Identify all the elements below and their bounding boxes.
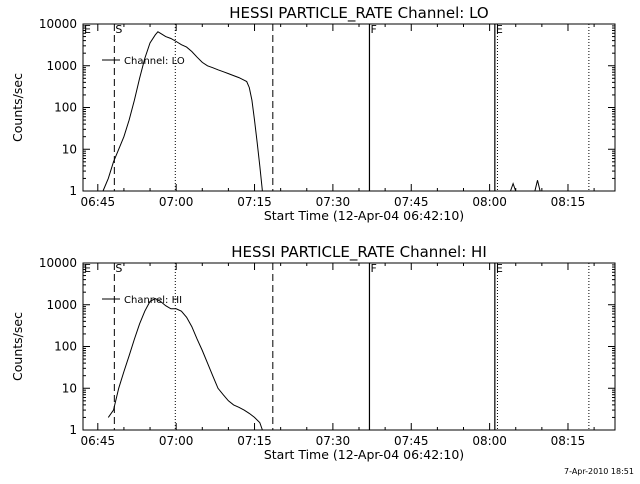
panel2-xtick-label-6: 08:15 <box>551 434 586 448</box>
panel2-ytick-label-3: 1000 <box>46 298 77 312</box>
panel2-flag-2: F <box>370 262 376 275</box>
panel1-xlabel: Start Time (12-Apr-04 06:42:10) <box>264 208 464 223</box>
panel2-ytick-label-2: 100 <box>54 340 77 354</box>
panel1-xtick-label-4: 07:45 <box>394 195 429 209</box>
panel2-xtick-label-3: 07:30 <box>316 434 351 448</box>
panel2-xtick-label-1: 07:00 <box>159 434 194 448</box>
panel2-xlabel: Start Time (12-Apr-04 06:42:10) <box>264 447 464 462</box>
panel2-xtick-label-0: 06:45 <box>81 434 116 448</box>
panel1-legend-label: Channel: LO <box>124 56 185 67</box>
panel1-ytick-label-4: 10000 <box>39 17 77 31</box>
panel1-ytick-label-0: 1 <box>69 184 77 198</box>
panel1-flag-1: S <box>115 23 122 36</box>
panel1-title: HESSI PARTICLE_RATE Channel: LO <box>229 4 488 23</box>
panel1-xtick-label-3: 07:30 <box>316 195 351 209</box>
footer-stamp: 7-Apr-2010 18:51 <box>564 467 634 476</box>
panel1-xtick-label-5: 08:00 <box>472 195 507 209</box>
panel1-ytick-label-3: 1000 <box>46 59 77 73</box>
panel1-series-0-line <box>102 31 263 192</box>
panel2-title: HESSI PARTICLE_RATE Channel: HI <box>231 243 487 262</box>
panel2-flag-0: E <box>84 262 91 275</box>
panel2-legend-label: Channel: HI <box>124 295 182 306</box>
panel1-axes-box <box>82 23 616 192</box>
panel2-xtick-label-4: 07:45 <box>394 434 429 448</box>
panel1-xtick-label-6: 08:15 <box>551 195 586 209</box>
panel2-ytick-label-0: 1 <box>69 423 77 437</box>
panel2-series-0-line <box>107 298 263 431</box>
panel1-ytick-label-2: 100 <box>54 101 77 115</box>
panel2-axes-box <box>82 262 616 431</box>
panel1-flag-3: E <box>496 23 503 36</box>
panel2-ytick-label-1: 10 <box>62 381 77 395</box>
panel2-xtick-label-2: 07:15 <box>237 434 272 448</box>
panel2-xtick-label-5: 08:00 <box>472 434 507 448</box>
panel1-xtick-label-0: 06:45 <box>81 195 116 209</box>
panel1-xtick-label-2: 07:15 <box>237 195 272 209</box>
panel2-ylabel: Counts/sec <box>10 312 25 381</box>
panel1-series-1-line <box>510 180 541 192</box>
panel2-flag-3: E <box>496 262 503 275</box>
panel1-xtick-label-1: 07:00 <box>159 195 194 209</box>
panel2-ytick-label-4: 10000 <box>39 256 77 270</box>
panel1-ytick-label-1: 10 <box>62 142 77 156</box>
panel1-ylabel: Counts/sec <box>10 73 25 142</box>
panel2-flag-1: S <box>115 262 122 275</box>
panel1-flag-2: F <box>370 23 376 36</box>
panel1-flag-0: E <box>84 23 91 36</box>
